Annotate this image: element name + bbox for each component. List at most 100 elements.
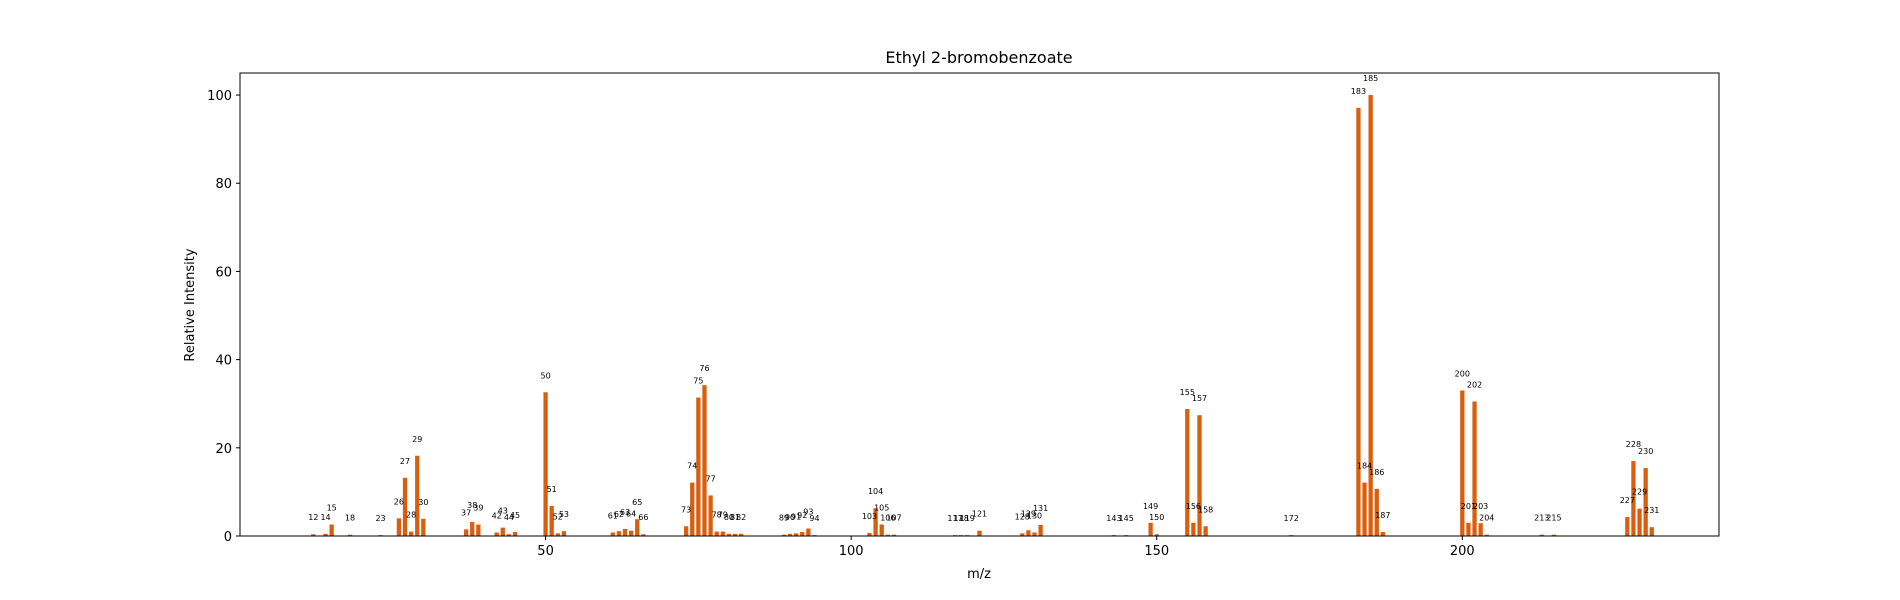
peak-bar-38 — [470, 521, 475, 536]
peak-label-73: 73 — [681, 505, 691, 514]
peak-label-103: 103 — [862, 512, 877, 521]
peak-bar-131 — [1038, 524, 1043, 536]
peak-bar-227 — [1625, 517, 1630, 536]
peak-label-183: 183 — [1351, 87, 1366, 96]
peak-bar-202 — [1472, 401, 1477, 536]
peak-label-63: 63 — [620, 508, 630, 517]
peak-label-52: 52 — [553, 512, 563, 521]
peak-label-155: 155 — [1180, 388, 1195, 397]
peak-bar-215 — [1551, 534, 1557, 536]
peak-label-185: 185 — [1363, 74, 1378, 83]
peak-bar-155 — [1185, 409, 1190, 536]
peak-label-43: 43 — [498, 507, 508, 516]
peak-label-89: 89 — [779, 514, 789, 523]
peak-label-128: 128 — [1015, 512, 1030, 521]
chart-title: Ethyl 2-bromobenzoate — [885, 48, 1072, 67]
peak-bar-230 — [1643, 468, 1648, 536]
peak-label-230: 230 — [1638, 447, 1653, 456]
peak-bar-52 — [555, 533, 560, 536]
peak-label-44: 44 — [504, 513, 514, 522]
peak-bar-44 — [506, 534, 512, 536]
peak-label-27: 27 — [400, 457, 410, 466]
peak-bar-75 — [696, 397, 701, 536]
peak-label-215: 215 — [1546, 514, 1561, 523]
peak-label-156: 156 — [1186, 502, 1201, 511]
peak-label-81: 81 — [730, 513, 740, 522]
peak-bar-65 — [635, 519, 640, 536]
peak-bar-150 — [1154, 534, 1159, 536]
peak-bar-93 — [806, 528, 811, 536]
peak-bar-103 — [867, 532, 872, 536]
peak-bar-66 — [641, 534, 646, 536]
peak-bar-82 — [739, 533, 744, 536]
peak-label-30: 30 — [418, 498, 428, 507]
peak-label-12: 12 — [308, 513, 318, 522]
peak-bar-30 — [421, 518, 426, 536]
peak-label-119: 119 — [960, 514, 975, 523]
y-tick-label: 60 — [215, 265, 232, 280]
peak-label-74: 74 — [687, 462, 697, 471]
peak-label-77: 77 — [705, 474, 715, 483]
peak-bar-73 — [683, 526, 689, 536]
peak-bar-26 — [396, 518, 402, 536]
peak-label-51: 51 — [547, 485, 557, 494]
peak-bar-157 — [1197, 415, 1202, 536]
peak-label-62: 62 — [614, 510, 624, 519]
peak-label-90: 90 — [785, 513, 795, 522]
peak-label-145: 145 — [1119, 514, 1134, 523]
peak-label-121: 121 — [972, 510, 987, 519]
y-axis-title: Relative Intensity — [183, 248, 198, 361]
peak-bar-37 — [463, 529, 469, 536]
peak-label-130: 130 — [1027, 511, 1042, 520]
peak-label-14: 14 — [320, 513, 330, 522]
peak-bar-62 — [616, 531, 622, 536]
peak-label-18: 18 — [345, 514, 355, 523]
peak-bar-129 — [1026, 530, 1031, 536]
peak-label-39: 39 — [473, 504, 483, 513]
peak-bar-77 — [708, 495, 713, 536]
y-tick-label: 20 — [215, 442, 232, 457]
peak-bar-228 — [1631, 461, 1636, 536]
peak-bar-231 — [1649, 527, 1654, 536]
peak-bar-15 — [329, 524, 334, 536]
peak-label-66: 66 — [638, 513, 648, 522]
peak-bar-104 — [873, 508, 878, 536]
peak-label-79: 79 — [718, 511, 728, 520]
peak-bar-186 — [1374, 488, 1379, 536]
peak-bar-92 — [800, 532, 805, 536]
peak-label-42: 42 — [492, 511, 502, 520]
peak-bar-43 — [500, 527, 505, 536]
peak-label-157: 157 — [1192, 394, 1207, 403]
peak-label-187: 187 — [1375, 511, 1390, 520]
x-tick-label: 50 — [537, 544, 554, 559]
peak-label-204: 204 — [1479, 514, 1494, 523]
peak-bar-18 — [347, 534, 353, 536]
x-axis: 50 100 150 200 — [537, 536, 1475, 559]
peak-bar-204 — [1484, 534, 1489, 536]
peak-label-82: 82 — [736, 513, 746, 522]
peak-bar-53 — [561, 531, 567, 536]
peak-bar-61 — [610, 532, 615, 536]
peak-bar-51 — [549, 506, 554, 536]
peak-label-118: 118 — [954, 514, 969, 523]
peak-bar-128 — [1020, 533, 1025, 536]
peak-bar-200 — [1460, 390, 1465, 536]
peak-bar-156 — [1191, 522, 1196, 536]
peak-bar-76 — [702, 385, 707, 536]
peak-bar-203 — [1478, 523, 1483, 536]
peak-label-229: 229 — [1632, 488, 1647, 497]
peak-label-184: 184 — [1357, 462, 1372, 471]
peak-label-104: 104 — [868, 487, 883, 496]
peak-bar-105 — [879, 524, 884, 536]
peak-label-28: 28 — [406, 511, 416, 520]
peak-label-94: 94 — [809, 514, 819, 523]
peak-label-23: 23 — [375, 514, 385, 523]
peak-label-202: 202 — [1467, 381, 1482, 390]
peak-bar-149 — [1148, 522, 1153, 536]
peak-label-91: 91 — [791, 512, 801, 521]
peak-label-201: 201 — [1461, 502, 1476, 511]
peak-bar-229 — [1637, 508, 1642, 536]
peak-bar-14 — [323, 533, 328, 536]
peak-bar-12 — [311, 534, 316, 536]
